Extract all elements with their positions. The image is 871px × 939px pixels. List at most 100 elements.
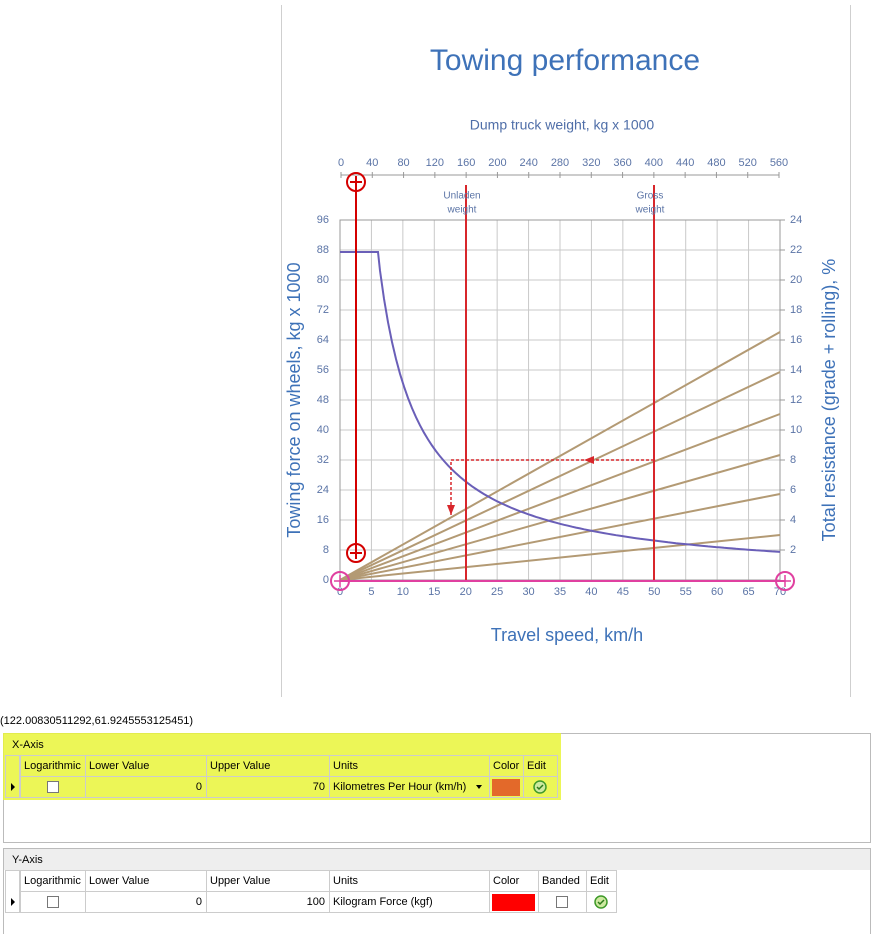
x2-tick-label: 40 <box>366 157 378 169</box>
column-header-label: Upper Value <box>210 760 270 772</box>
x-tick-label: 50 <box>648 586 660 598</box>
x2-tick-label: 520 <box>739 157 757 169</box>
y-tick-label: 8 <box>323 544 329 556</box>
x-tick-label: 65 <box>742 586 754 598</box>
x2-tick-label: 440 <box>676 157 694 169</box>
resistance-line <box>339 534 781 581</box>
x2-tick-label: 240 <box>520 157 538 169</box>
panel-header <box>4 849 870 870</box>
x2-tick-label: 200 <box>488 157 506 169</box>
lower-value: 0 <box>196 781 202 793</box>
plot: 0 5 10 15 20 25 30 35 40 45 50 55 60 65 70081624324048… <box>317 157 803 598</box>
row-indicator <box>5 755 20 798</box>
x-tick-label: 10 <box>397 586 409 598</box>
column-header-label: Units <box>333 875 359 887</box>
x2-tick-label: 280 <box>551 157 569 169</box>
y-tick-label: 0 <box>323 574 329 586</box>
y-tick-label: 56 <box>317 364 329 376</box>
x-tick-label: 30 <box>522 586 534 598</box>
color-swatch[interactable] <box>492 779 520 796</box>
x-tick-label: 20 <box>460 586 472 598</box>
x2-tick-label: 80 <box>397 157 409 169</box>
y-tick-label: 32 <box>317 454 329 466</box>
column-header-label: Upper Value <box>210 875 270 887</box>
x2-tick-label: 160 <box>457 157 475 169</box>
y2-tick-label: 20 <box>790 274 802 286</box>
y2-tick-label: 14 <box>790 364 802 376</box>
x-tick-label: 5 <box>368 586 374 598</box>
calibration-point[interactable] <box>330 571 350 591</box>
cell[interactable] <box>523 776 558 798</box>
calibration-point[interactable] <box>346 172 366 192</box>
highlight <box>3 733 561 800</box>
x2-tick-label: 0 <box>338 157 344 169</box>
chart-title: Towing performance <box>430 44 700 77</box>
calibration-cross <box>350 547 362 559</box>
calibration-cross <box>350 176 362 188</box>
towing-curve <box>340 251 781 553</box>
checkbox[interactable] <box>47 896 59 908</box>
checkbox[interactable] <box>556 896 568 908</box>
x-tick-label: 60 <box>711 586 723 598</box>
x-tick-label: 25 <box>491 586 503 598</box>
resistance-line <box>339 413 781 581</box>
panel-title: X-Axis <box>12 739 44 751</box>
y-tick-label: 16 <box>317 514 329 526</box>
column-header-label: Units <box>333 760 359 772</box>
y-tick-label: 96 <box>317 214 329 226</box>
y-tick-label: 64 <box>317 334 329 346</box>
resistance-line <box>339 331 781 581</box>
color-swatch[interactable] <box>492 894 535 911</box>
bottom-axis-label: Travel speed, km/h <box>491 625 643 645</box>
calibration-cross <box>334 575 346 587</box>
tables: X-Axis Logarithmic Lower Value Upper Value U… <box>3 733 870 913</box>
panel-title: Y-Axis <box>12 854 43 866</box>
y2-tick-label: 18 <box>790 304 802 316</box>
x2-tick-label: 480 <box>707 157 725 169</box>
column-header-label: Logarithmic <box>24 760 81 772</box>
right-axis-label: Total resistance (grade + rolling), % <box>819 259 839 542</box>
left-axis-label: Towing force on wheels, kg x 1000 <box>284 262 304 537</box>
units: Kilogram Force (kgf) <box>333 896 433 908</box>
x-tick-label: 0 <box>337 586 343 598</box>
x-tick-label: 55 <box>680 586 692 598</box>
annotation: weight <box>447 205 477 216</box>
y2-tick-label: 24 <box>790 214 802 226</box>
calibration-point[interactable] <box>346 543 366 563</box>
column-header-label: Color <box>493 760 520 772</box>
y2-tick-label: 16 <box>790 334 802 346</box>
y-tick-label: 40 <box>317 424 329 436</box>
resistance-line <box>339 493 781 581</box>
lower-value: 0 <box>196 896 202 908</box>
y2-tick-label: 10 <box>790 424 802 436</box>
resistance-line <box>339 371 781 581</box>
x2-tick-label: 400 <box>645 157 663 169</box>
units: Kilometres Per Hour (km/h) <box>333 781 466 793</box>
x2-tick-label: 360 <box>613 157 631 169</box>
upper-value: 100 <box>307 896 325 908</box>
column-header-label: Lower Value <box>89 760 149 772</box>
row-pointer <box>11 898 15 906</box>
dropdown-arrow[interactable] <box>476 785 482 789</box>
row-indicator <box>5 870 20 913</box>
x2-tick-label: 560 <box>770 157 788 169</box>
annotation: weight <box>635 205 665 216</box>
resistance-line <box>339 454 781 581</box>
annotation: Gross <box>637 191 664 202</box>
y-tick-label: 72 <box>317 304 329 316</box>
column-header-label: Edit <box>527 760 546 772</box>
x-tick-label: 35 <box>554 586 566 598</box>
x2-tick-label: 120 <box>426 157 444 169</box>
checkbox[interactable] <box>47 781 59 793</box>
annotation: Unladen <box>443 191 480 202</box>
y2-tick-label: 12 <box>790 394 802 406</box>
y-tick-label: 80 <box>317 274 329 286</box>
calibration-point[interactable] <box>775 571 795 591</box>
y-tick-label: 48 <box>317 394 329 406</box>
calibration-cross <box>779 575 791 587</box>
cell[interactable] <box>586 891 617 913</box>
x2-tick-label: 320 <box>582 157 600 169</box>
x-tick-label: 40 <box>585 586 597 598</box>
row-pointer <box>11 783 15 791</box>
